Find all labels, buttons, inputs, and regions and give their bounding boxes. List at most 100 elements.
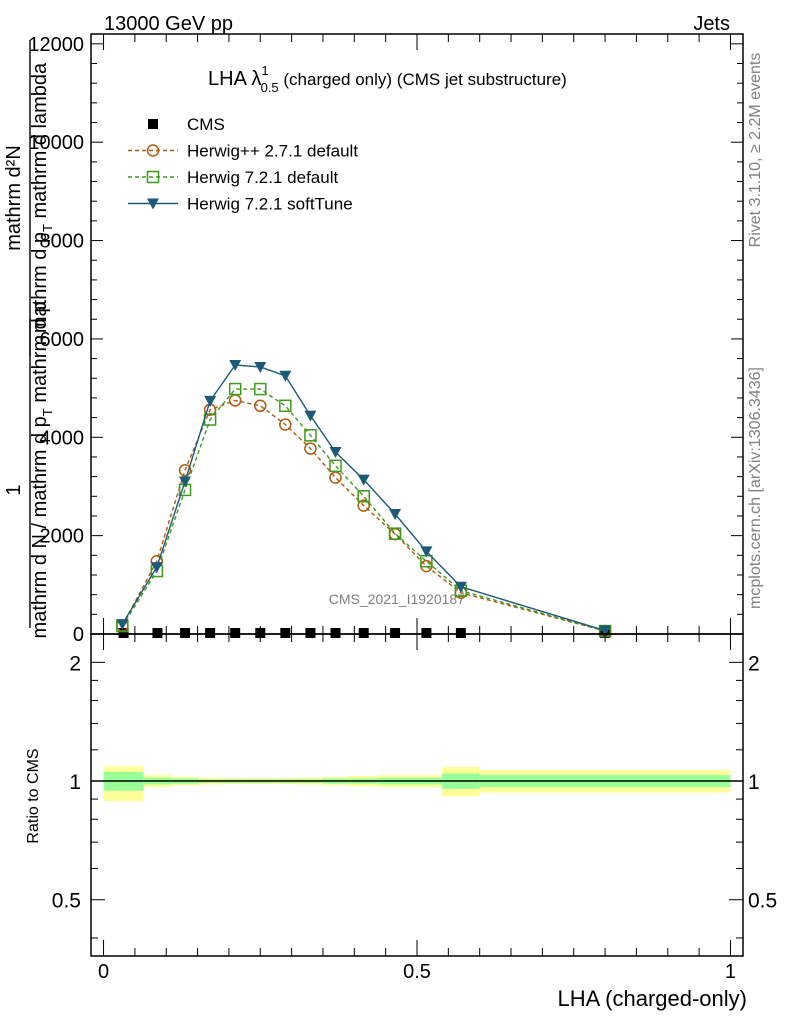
ylabel-denom-sub: T xyxy=(40,224,55,232)
main-ytick-label: 0 xyxy=(73,624,84,646)
data-point xyxy=(280,628,291,638)
data-point xyxy=(254,399,267,413)
legend-marker xyxy=(146,170,160,184)
data-point xyxy=(116,619,129,631)
data-point xyxy=(357,499,370,512)
data-point xyxy=(254,382,267,396)
data-point xyxy=(228,382,242,396)
data-point xyxy=(150,562,163,574)
ratio-ytick-label: 2 xyxy=(69,652,81,675)
ratio-axis-ticks: 0.5 0.5 1 1 2 2 0 0.5 1 xyxy=(52,634,777,983)
data-point xyxy=(180,628,191,638)
ylabel-norm-sub: T xyxy=(40,408,55,416)
data-point xyxy=(420,546,433,558)
header-left: 13000 GeV pp xyxy=(104,13,233,35)
data-point xyxy=(304,410,317,422)
legend-marker xyxy=(146,144,160,157)
main-ytick-label: 10000 xyxy=(28,132,84,154)
legend-label: Herwig++ 2.7.1 default xyxy=(187,142,358,161)
data-point xyxy=(330,628,341,638)
data-point xyxy=(229,359,242,371)
data-point xyxy=(204,395,217,407)
main-y-axis-label: mathrm d²N mathrm d pT mathrm d lambda 1… xyxy=(3,40,55,638)
ylabel-normalisation: mathrm d N / mathrm d pT mathrm d p xyxy=(29,302,55,639)
data-point xyxy=(304,442,317,455)
chart-title: LHA λ1 0.5 (charged only) (CMS jet substr… xyxy=(208,63,567,95)
title-rest: (charged only) (CMS jet substructure) xyxy=(279,70,567,89)
ratio-frame xyxy=(90,633,744,957)
data-point xyxy=(152,628,163,638)
data-point xyxy=(305,628,316,638)
data-point xyxy=(279,399,292,413)
data-point xyxy=(279,418,292,431)
data-point xyxy=(357,474,370,486)
ylabel-denom-rest: mathrm d lambda xyxy=(29,62,51,224)
ratio-ytick-label-right: 0.5 xyxy=(748,890,777,913)
legend-entry: Herwig 7.2.1 default xyxy=(128,168,338,187)
data-point xyxy=(254,361,267,373)
ylabel-denominator: mathrm d pT mathrm d lambda xyxy=(29,62,55,333)
header-right: Jets xyxy=(693,13,730,35)
main-ytick-label: 6000 xyxy=(40,329,85,351)
ratio-xtick-label: 0.5 xyxy=(403,961,431,983)
title-main: LHA λ xyxy=(208,68,261,90)
legend: CMS Herwig++ 2.7.1 default Herwig 7.2.1 de… xyxy=(128,115,358,214)
title-superscript: 1 xyxy=(261,63,268,78)
data-point xyxy=(389,509,402,520)
ylabel-numerator: mathrm d²N xyxy=(3,145,25,251)
title-subscript: 0.5 xyxy=(261,80,279,95)
analysis-watermark: CMS_2021_I1920187 xyxy=(329,591,465,607)
series-line xyxy=(121,364,606,632)
data-point xyxy=(357,490,370,503)
mcplots-label: mcplots.cern.ch [arXiv:1306.3436] xyxy=(747,367,764,609)
ylabel-one: 1 xyxy=(3,484,25,495)
data-point xyxy=(178,463,192,477)
legend-marker xyxy=(148,119,158,129)
data-point xyxy=(358,628,369,638)
data-point xyxy=(205,628,216,638)
data-point xyxy=(454,581,467,593)
data-point xyxy=(599,625,612,637)
legend-entry: Herwig 7.2.1 softTune xyxy=(128,195,353,214)
ylabel-norm-rest: mathrm d p xyxy=(29,302,51,409)
x-axis-label: LHA (charged-only) xyxy=(557,986,747,1011)
legend-label: Herwig 7.2.1 default xyxy=(187,168,338,187)
data-point xyxy=(179,476,192,488)
data-point xyxy=(329,471,342,484)
data-point xyxy=(455,628,466,638)
main-ytick-label: 12000 xyxy=(28,34,84,56)
data-point xyxy=(390,628,401,638)
data-point xyxy=(230,628,241,638)
series-0 xyxy=(118,628,611,638)
data-point xyxy=(421,628,432,638)
data-point xyxy=(255,628,266,638)
data-point xyxy=(279,370,292,382)
legend-label: Herwig 7.2.1 softTune xyxy=(187,195,353,214)
data-point xyxy=(388,527,402,540)
data-point xyxy=(329,447,342,459)
main-axis-ticks: 0 2000 4000 6000 8000 10000 12000 xyxy=(28,34,743,646)
main-panel: CMS_2021_I1920187 0 2000 4000 6000 8000 10000… xyxy=(28,33,744,646)
ratio-ytick-label: 1 xyxy=(69,771,81,794)
ratio-xtick-label: 0 xyxy=(98,961,109,983)
legend-entry: CMS xyxy=(148,115,225,134)
ratio-bands xyxy=(103,766,731,802)
main-ytick-label: 4000 xyxy=(40,427,85,449)
data-point xyxy=(304,429,317,442)
ratio-ytick-label-right: 1 xyxy=(748,771,760,794)
rivet-label: Rivet 3.1.10, ≥ 2.2M events xyxy=(747,53,764,248)
legend-entry: Herwig++ 2.7.1 default xyxy=(128,142,358,161)
ylabel-norm-text: mathrm d N / mathrm d p xyxy=(29,416,51,638)
main-ytick-label: 8000 xyxy=(40,231,85,253)
main-series-layer xyxy=(116,359,612,638)
data-point xyxy=(118,628,129,638)
ratio-xtick-label: 1 xyxy=(725,961,736,983)
data-point xyxy=(329,459,342,473)
ratio-panel: 0.5 0.5 1 1 2 2 0 0.5 1 xyxy=(52,633,777,983)
legend-marker xyxy=(147,198,159,210)
series-3 xyxy=(116,359,612,637)
ratio-y-axis-label: Ratio to CMS xyxy=(25,748,42,843)
ratio-ytick-label: 0.5 xyxy=(52,890,81,913)
ratio-ytick-label-right: 2 xyxy=(748,652,760,675)
